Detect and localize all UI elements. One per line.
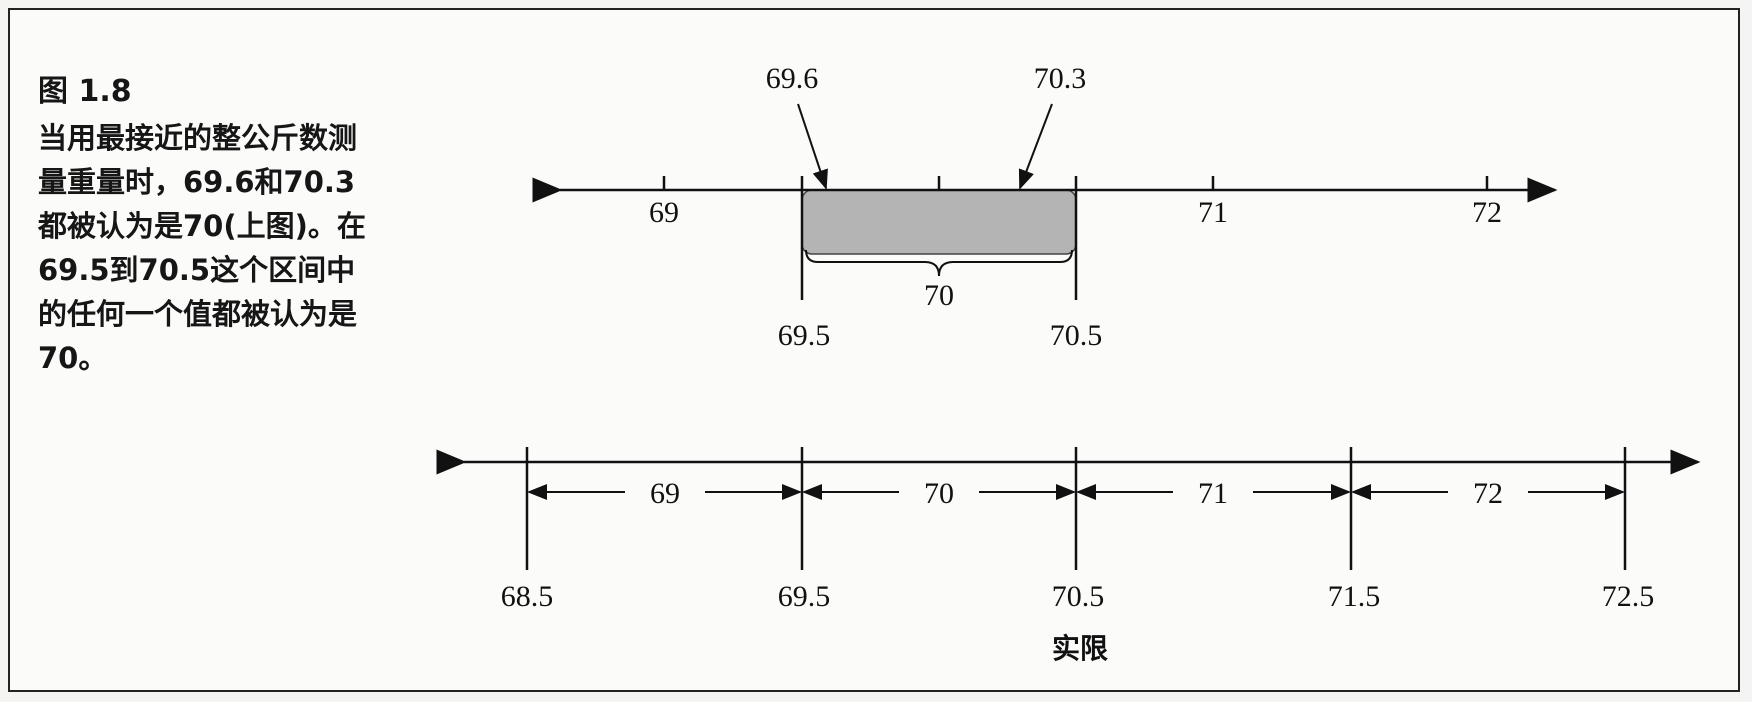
interval-label-71: 71 [1198,477,1228,510]
bound-label-71.5: 71.5 [1328,580,1381,613]
caption-text: 当用最接近的整公斤数测量重量时，69.6和70.3都被认为是70(上图)。在69… [38,121,366,375]
shaded-interval [801,189,1077,255]
top-tick-label-69: 69 [649,196,679,229]
top-tick-label-72: 72 [1472,196,1502,229]
bound-label-72.5: 72.5 [1602,580,1655,613]
arrow-69.6 [797,103,828,190]
bound-label-68.5: 68.5 [501,580,554,613]
label-70.3: 70.3 [1034,62,1087,95]
interval-label-70b: 70 [924,477,954,510]
limit-label-69.5: 69.5 [778,319,831,352]
figure-frame [8,8,1740,692]
bound-label-69.5: 69.5 [778,580,831,613]
limit-label-70.5: 70.5 [1050,319,1103,352]
figure-caption: 图 1.8 当用最接近的整公斤数测量重量时，69.6和70.3都被认为是70(上… [38,70,378,380]
arrow-70.3 [1018,103,1053,190]
interval-label-69: 69 [650,477,680,510]
top-tick-label-71: 71 [1198,196,1228,229]
axis-title-real-limits: 实限 [1052,632,1108,665]
label-69.6: 69.6 [766,62,819,95]
figure-number: 图 1.8 [38,74,132,109]
bound-label-70.5: 70.5 [1052,580,1105,613]
interval-label-72: 72 [1473,477,1503,510]
interval-brace [805,249,1073,277]
interval-label-70: 70 [924,279,954,312]
